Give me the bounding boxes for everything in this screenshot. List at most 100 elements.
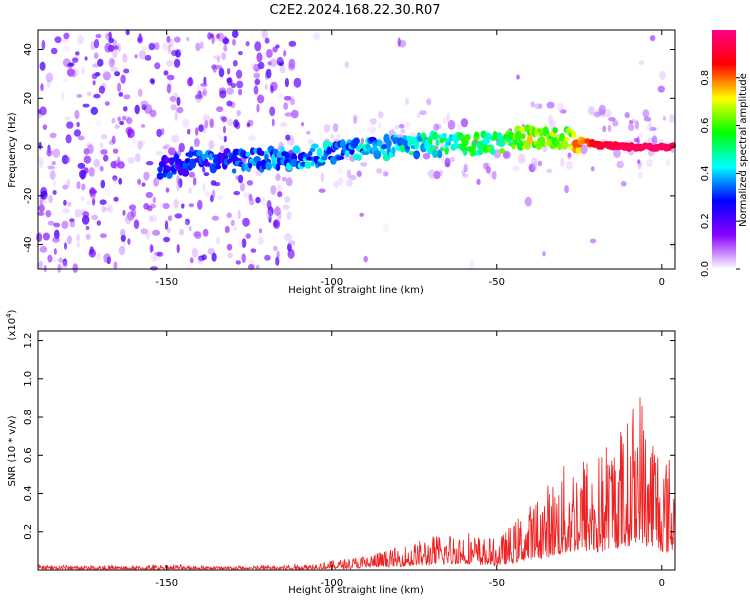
spectrogram-cell — [346, 169, 352, 179]
spectrogram-cell — [211, 189, 216, 199]
spectrogram-cell — [110, 67, 119, 72]
spectrogram-cell — [226, 212, 232, 219]
spectrogram-cell — [598, 104, 606, 115]
spectrogram-cell — [194, 138, 200, 148]
spectrogram-cell — [385, 139, 392, 148]
spectrogram-cell — [51, 161, 56, 166]
snr-x-label: Height of straight line (km) — [288, 585, 424, 596]
spectrogram-cell — [534, 103, 542, 110]
spectrogram-cell — [140, 228, 148, 235]
spectrogram-cell — [287, 63, 296, 71]
spectrogram-cell — [247, 259, 256, 265]
spectrogram-cell — [530, 101, 535, 108]
spectrogram-cell — [270, 185, 277, 195]
spectrogram-cell — [40, 190, 48, 200]
spectrogram-cell — [628, 120, 634, 125]
spectrogram-cell — [665, 159, 671, 167]
spectrogram-cell — [287, 248, 295, 259]
spectrogram-cell — [236, 109, 241, 117]
spectrogram-cell — [169, 38, 174, 48]
spectrogram-cell — [173, 92, 178, 100]
spectrogram-cell — [181, 203, 185, 209]
spectrogram-cell — [118, 92, 124, 97]
spectrogram-cell — [74, 209, 83, 218]
spectrogram-cell — [144, 54, 152, 61]
x-tick-label: 0 — [659, 578, 665, 589]
spectrogram-cell — [306, 130, 311, 135]
colorbar-label: Normalized spectral amplitude — [738, 73, 749, 227]
spectrogram-cell — [669, 114, 675, 123]
spectrogram-cell — [535, 140, 543, 150]
spectrogram-cell — [516, 74, 520, 80]
spectrogram-cell — [447, 119, 456, 130]
spectrogram-cell — [248, 263, 255, 270]
spectrogram-cell — [637, 162, 642, 171]
spectrogram-cell — [100, 179, 106, 189]
spectrogram-cell — [283, 95, 292, 101]
spectrogram-cell — [284, 112, 293, 117]
spectrogram-cell — [112, 177, 117, 184]
spectrogram-cell — [394, 125, 399, 130]
spectrogram-cell — [268, 214, 272, 223]
spectrogram-cell — [662, 116, 667, 121]
spectrogram-cell — [571, 130, 577, 139]
spectrogram-cell — [202, 166, 206, 173]
spectrogram-cell — [552, 127, 558, 134]
spectrogram-cell — [89, 189, 98, 195]
spectrogram-cell — [99, 165, 104, 172]
spectrogram-cell — [188, 76, 193, 87]
spectrogram-cell — [300, 122, 305, 127]
spectrogram-cell — [637, 159, 641, 165]
spectrogram-cell — [84, 56, 88, 61]
spectrogram-cell — [140, 123, 146, 128]
spectrogram-cell — [444, 157, 451, 168]
spectrogram-cell — [218, 67, 225, 78]
spectrogram-cell — [255, 196, 261, 204]
spectrogram-cell — [203, 76, 207, 85]
spectrogram-cell — [399, 144, 406, 153]
spectrogram-cell — [318, 188, 326, 193]
spectrogram-cell — [174, 111, 178, 122]
spectrogram-cell — [502, 150, 511, 159]
spectrogram-cell — [580, 144, 588, 155]
spectrogram-cell — [186, 36, 190, 42]
spectrogram-cell — [40, 83, 44, 92]
spectrogram-cell — [76, 233, 80, 242]
spectrogram-cell — [230, 82, 237, 88]
spectrogram-cell — [292, 145, 301, 154]
spectrogram-cell — [88, 248, 97, 258]
spectrogram-cell — [398, 123, 405, 129]
spectrogram-cell — [82, 211, 90, 218]
spectrogram-cell — [307, 139, 315, 145]
spectrogram-cell — [181, 168, 190, 177]
spectrogram-cell — [153, 177, 160, 187]
colorbar-tick-label: 0.6 — [700, 118, 711, 134]
spectrogram-cell — [462, 173, 469, 178]
spectrogram-cell — [140, 100, 149, 107]
spectrogram-cell — [512, 165, 520, 172]
spectrogram-cell — [238, 239, 243, 249]
spectrogram-cell — [122, 240, 126, 249]
spectrogram-cell — [165, 187, 170, 193]
x-tick-label: -100 — [320, 277, 343, 288]
spectrogram-cell — [616, 160, 624, 169]
spectrogram-cell — [150, 266, 158, 271]
spectrogram-cell — [446, 112, 451, 123]
spectrogram-cell — [173, 198, 180, 209]
spectrogram-cell — [241, 238, 247, 249]
spectrogram-cell — [286, 177, 293, 187]
spectrogram-cell — [243, 192, 250, 198]
spectrogram-cell — [176, 96, 181, 106]
spectrogram-cell — [77, 34, 84, 45]
spectrogram-cell — [320, 172, 325, 183]
spectrogram-cell — [63, 32, 70, 40]
spectrogram-cell — [77, 135, 85, 141]
spectrogram-cell — [264, 83, 268, 90]
x-tick-label: -50 — [489, 578, 505, 589]
spectrogram-cell — [256, 52, 263, 63]
spectrogram-cell — [219, 145, 225, 153]
spectrogram-cell — [143, 171, 150, 181]
spectrogram-cell — [539, 131, 544, 137]
spectrogram-cell — [98, 85, 105, 94]
spectrogram-cell — [218, 135, 226, 140]
